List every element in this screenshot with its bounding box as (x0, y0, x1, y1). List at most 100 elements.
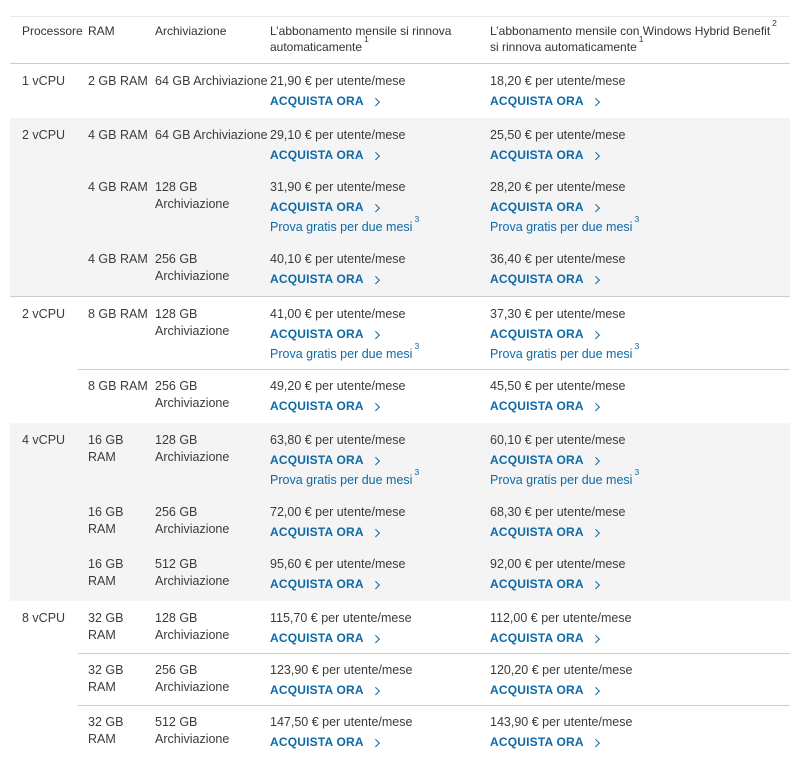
processor-cell (10, 179, 78, 236)
footnote-2-marker: 2 (772, 18, 777, 28)
pricing-group: 8 vCPU 32 GB RAM 128 GB Archiviazione 115,7… (10, 601, 790, 759)
free-trial-link[interactable]: Prova gratis per due mesi3 (490, 342, 782, 363)
buy-now-link[interactable]: ACQUISTA ORA (270, 452, 472, 469)
buy-now-link[interactable]: ACQUISTA ORA (490, 734, 782, 751)
free-trial-link[interactable]: Prova gratis per due mesi3 (490, 215, 782, 236)
chevron-right-icon (371, 330, 380, 339)
buy-now-label: ACQUISTA ORA (490, 148, 584, 162)
buy-now-link[interactable]: ACQUISTA ORA (490, 199, 782, 216)
monthly-price-cell: 41,00 € per utente/mese ACQUISTA ORA Prova… (260, 306, 480, 363)
buy-now-link[interactable]: ACQUISTA ORA (490, 93, 782, 110)
buy-now-link[interactable]: ACQUISTA ORA (270, 147, 472, 164)
hybrid-header-text-renew: si rinnova automaticamente (490, 39, 637, 54)
buy-now-link[interactable]: ACQUISTA ORA (490, 398, 782, 415)
storage-cell: 512 GB Archiviazione (155, 557, 230, 588)
pricing-row: 4 vCPU 16 GB RAM 128 GB Archiviazione 63,80… (10, 423, 790, 495)
buy-now-link[interactable]: ACQUISTA ORA (270, 199, 472, 216)
buy-now-link[interactable]: ACQUISTA ORA (270, 630, 472, 647)
chevron-right-icon (371, 580, 380, 589)
buy-now-link[interactable]: ACQUISTA ORA (490, 682, 782, 699)
price-text: 123,90 € per utente/mese (270, 663, 413, 677)
processor-cell (10, 556, 78, 593)
price-text: 60,10 € per utente/mese (490, 433, 626, 447)
hybrid-price-cell: 120,20 € per utente/mese ACQUISTA ORA (480, 662, 790, 699)
buy-now-link[interactable]: ACQUISTA ORA (490, 271, 782, 288)
price-text: 147,50 € per utente/mese (270, 715, 413, 729)
free-trial-link[interactable]: Prova gratis per due mesi3 (490, 468, 782, 489)
hybrid-price-cell: 37,30 € per utente/mese ACQUISTA ORA Prova… (480, 306, 790, 363)
free-trial-link[interactable]: Prova gratis per due mesi3 (270, 468, 472, 489)
hybrid-header-text: L’abbonamento mensile con Windows Hybrid… (490, 24, 771, 38)
price-text: 92,00 € per utente/mese (490, 557, 626, 571)
footnote-1-marker: 1 (364, 33, 369, 44)
chevron-right-icon (371, 634, 380, 643)
pricing-table: Processore RAM Archiviazione L’abbonamen… (10, 16, 790, 759)
storage-cell: 256 GB Archiviazione (155, 379, 230, 410)
pricing-group: 2 vCPU 4 GB RAM 64 GB Archiviazione 29,10 €… (10, 118, 790, 296)
ram-cell: 32 GB RAM (88, 715, 124, 746)
monthly-price-cell: 72,00 € per utente/mese ACQUISTA ORA (260, 504, 480, 541)
monthly-price-cell: 31,90 € per utente/mese ACQUISTA ORA Prova… (260, 179, 480, 236)
price-text: 112,00 € per utente/mese (490, 611, 632, 625)
column-header-storage: Archiviazione (155, 24, 227, 38)
hybrid-price-cell: 92,00 € per utente/mese ACQUISTA ORA (480, 556, 790, 593)
buy-now-label: ACQUISTA ORA (270, 200, 364, 214)
chevron-right-icon (371, 686, 380, 695)
hybrid-price-cell: 60,10 € per utente/mese ACQUISTA ORA Prova… (480, 432, 790, 489)
buy-now-link[interactable]: ACQUISTA ORA (490, 576, 782, 593)
buy-now-link[interactable]: ACQUISTA ORA (490, 147, 782, 164)
price-text: 143,90 € per utente/mese (490, 715, 633, 729)
pricing-row: 4 GB RAM 128 GB Archiviazione 31,90 € per … (10, 170, 790, 242)
chevron-right-icon (591, 634, 600, 643)
chevron-right-icon (371, 151, 380, 160)
pricing-group: 2 vCPU 8 GB RAM 128 GB Archiviazione 41,00 … (10, 296, 790, 423)
hybrid-price-cell: 45,50 € per utente/mese ACQUISTA ORA (480, 378, 790, 415)
price-text: 36,40 € per utente/mese (490, 252, 626, 266)
storage-cell: 256 GB Archiviazione (155, 252, 230, 283)
free-trial-label: Prova gratis per due mesi (490, 220, 633, 234)
footnote-3-marker: 3 (414, 466, 420, 477)
buy-now-link[interactable]: ACQUISTA ORA (490, 326, 782, 343)
buy-now-link[interactable]: ACQUISTA ORA (270, 326, 472, 343)
buy-now-link[interactable]: ACQUISTA ORA (270, 682, 472, 699)
monthly-price-cell: 63,80 € per utente/mese ACQUISTA ORA Prova… (260, 432, 480, 489)
free-trial-link[interactable]: Prova gratis per due mesi3 (270, 215, 472, 236)
free-trial-link[interactable]: Prova gratis per due mesi3 (270, 342, 472, 363)
price-text: 18,20 € per utente/mese (490, 74, 626, 88)
buy-now-link[interactable]: ACQUISTA ORA (270, 524, 472, 541)
hybrid-price-cell: 112,00 € per utente/mese ACQUISTA ORA (480, 610, 790, 647)
buy-now-link[interactable]: ACQUISTA ORA (270, 271, 472, 288)
pricing-row: 16 GB RAM 512 GB Archiviazione 95,60 € per… (10, 547, 790, 599)
ram-cell: 32 GB RAM (88, 663, 124, 694)
ram-cell: 16 GB RAM (88, 557, 124, 588)
price-text: 37,30 € per utente/mese (490, 307, 626, 321)
buy-now-link[interactable]: ACQUISTA ORA (490, 452, 782, 469)
buy-now-label: ACQUISTA ORA (270, 453, 364, 467)
price-text: 115,70 € per utente/mese (270, 611, 412, 625)
processor-cell (10, 504, 78, 541)
storage-cell: 64 GB Archiviazione (155, 128, 268, 142)
buy-now-label: ACQUISTA ORA (270, 735, 364, 749)
storage-cell: 64 GB Archiviazione (155, 74, 268, 88)
buy-now-label: ACQUISTA ORA (270, 683, 364, 697)
buy-now-link[interactable]: ACQUISTA ORA (490, 524, 782, 541)
processor-cell: 2 vCPU (22, 307, 66, 321)
processor-cell (10, 378, 78, 415)
buy-now-link[interactable]: ACQUISTA ORA (270, 576, 472, 593)
buy-now-link[interactable]: ACQUISTA ORA (270, 734, 472, 751)
footnote-3-marker: 3 (634, 466, 640, 477)
price-text: 25,50 € per utente/mese (490, 128, 626, 142)
buy-now-link[interactable]: ACQUISTA ORA (270, 398, 472, 415)
chevron-right-icon (591, 528, 600, 537)
monthly-price-cell: 115,70 € per utente/mese ACQUISTA ORA (260, 610, 480, 647)
buy-now-link[interactable]: ACQUISTA ORA (270, 93, 472, 110)
chevron-right-icon (371, 738, 380, 747)
pricing-group: 1 vCPU 2 GB RAM 64 GB Archiviazione 21,90 €… (10, 64, 790, 118)
free-trial-label: Prova gratis per due mesi (270, 220, 413, 234)
buy-now-link[interactable]: ACQUISTA ORA (490, 630, 782, 647)
chevron-right-icon (591, 456, 600, 465)
chevron-right-icon (591, 330, 600, 339)
buy-now-label: ACQUISTA ORA (490, 577, 584, 591)
table-header-row: Processore RAM Archiviazione L’abbonamen… (10, 16, 790, 64)
free-trial-label: Prova gratis per due mesi (270, 347, 413, 361)
